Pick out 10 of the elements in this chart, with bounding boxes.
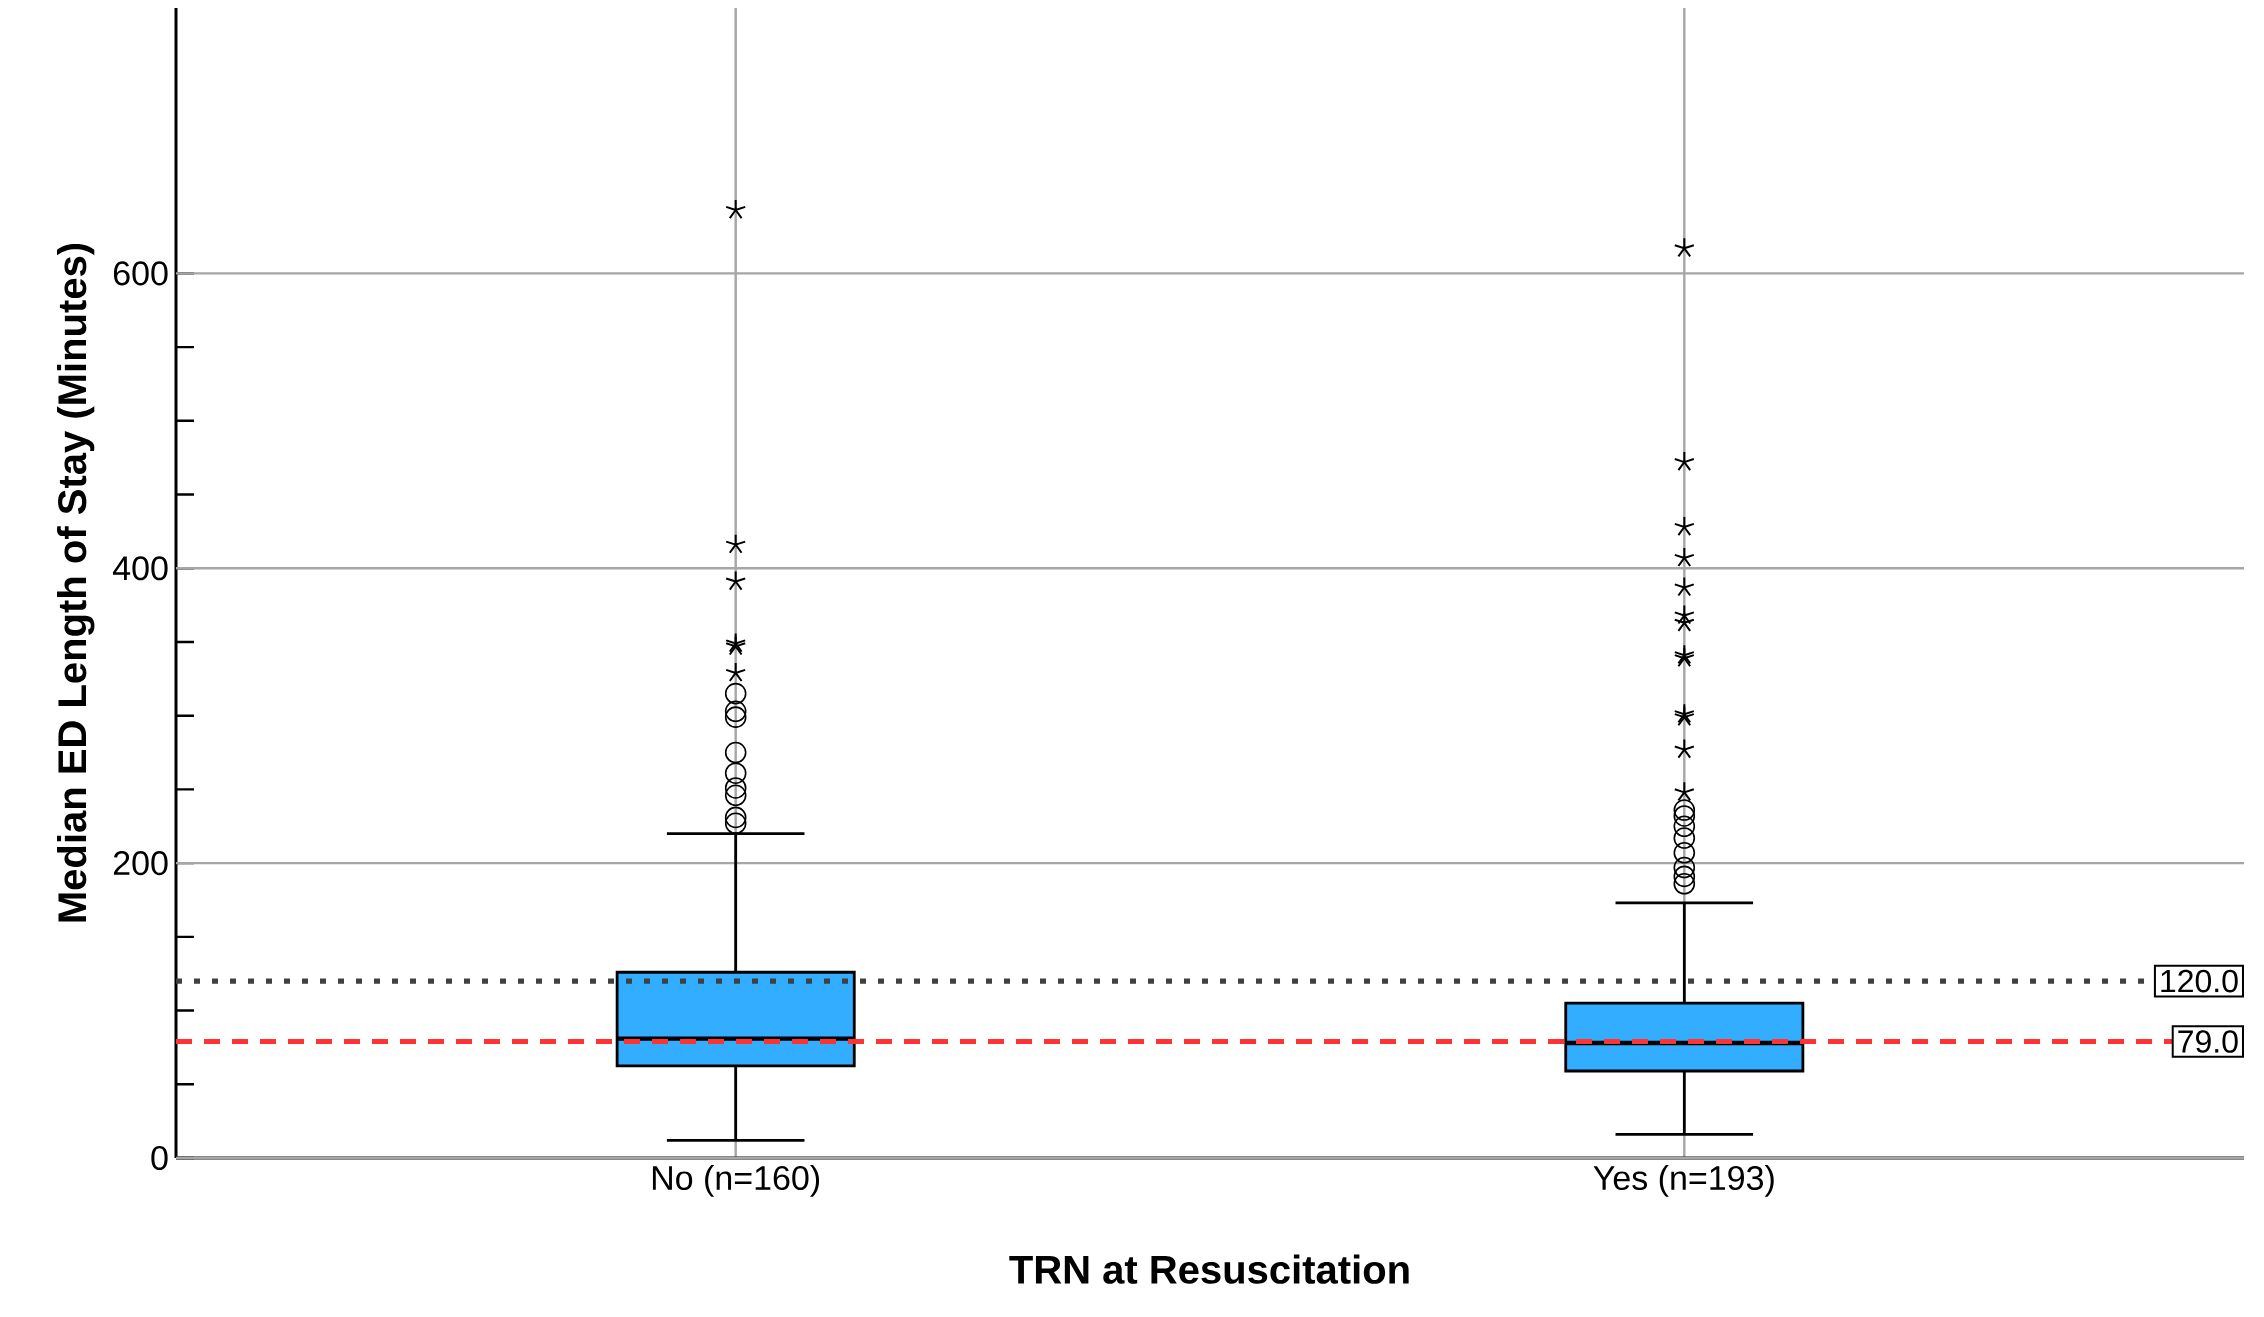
y-tick-label: 600 xyxy=(113,261,168,286)
ref-line-label: 79.0 xyxy=(2178,1030,2238,1053)
x-tick-label: Yes (n=193) xyxy=(1593,1165,1774,1197)
ref-line-label: 120.0 xyxy=(2161,969,2238,993)
y-tick-label: 0 xyxy=(151,1145,168,1171)
y-tick-label: 400 xyxy=(112,556,168,581)
x-tick-label: No (n=160) xyxy=(652,1165,820,1197)
y-axis-title: Median ED Length of Stay (Minutes) xyxy=(57,243,95,922)
x-axis-title: TRN at Resuscitation xyxy=(1009,1254,1409,1284)
y-tick-label: 200 xyxy=(113,851,168,876)
